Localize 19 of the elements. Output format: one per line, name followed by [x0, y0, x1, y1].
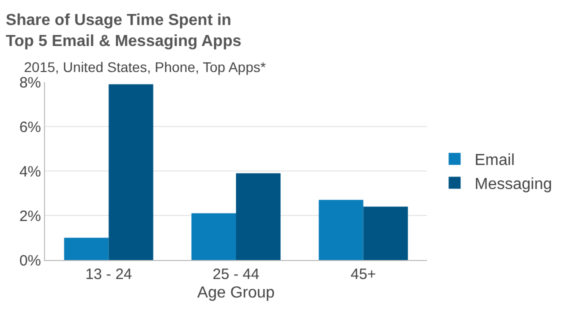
y-tick-label: 2% [19, 208, 41, 225]
y-tick-label: 0% [19, 252, 41, 270]
x-tick-label: 25 - 44 [212, 266, 260, 283]
bar [108, 84, 154, 260]
chart-title: Share of Usage Time Spent in Top 5 Email & Messaging Apps [6, 12, 242, 50]
bar [318, 200, 364, 260]
y-tick-label: 6% [19, 118, 41, 136]
y-tick-label: 8% [19, 74, 41, 92]
x-tick-label: 45+ [350, 266, 376, 283]
x-axis-title: Age Group [197, 284, 275, 302]
y-tick-label: 4% [19, 163, 41, 180]
legend-label: Email [474, 152, 515, 170]
bar [64, 238, 109, 260]
bar [236, 173, 281, 260]
bar [191, 213, 236, 260]
bar [363, 206, 408, 260]
legend-label: Messaging [474, 176, 552, 193]
x-tick-label: 13 - 24 [85, 266, 132, 283]
chart-subtitle: 2015, United States, Phone, Top Apps* [24, 59, 266, 75]
